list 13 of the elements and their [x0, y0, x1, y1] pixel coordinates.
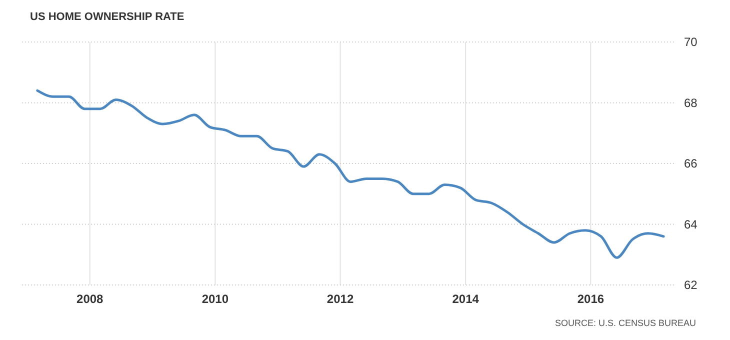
y-tick-label: 64	[684, 217, 698, 232]
x-tick-label: 2008	[76, 292, 104, 306]
x-tick-label: 2016	[577, 292, 604, 306]
x-tick-label: 2012	[326, 292, 354, 306]
chart-title: US HOME OWNERSHIP RATE	[30, 11, 184, 23]
x-tick-label: 2014	[452, 292, 480, 306]
x-tick-label: 2010	[202, 292, 229, 306]
y-tick-label: 62	[684, 278, 698, 292]
line-series	[36, 89, 665, 259]
source-note: SOURCE: U.S. CENSUS BUREAU	[554, 318, 696, 328]
y-tick-label: 68	[684, 96, 698, 110]
y-tick-label: 66	[684, 156, 698, 171]
y-tick-label: 70	[684, 35, 698, 50]
